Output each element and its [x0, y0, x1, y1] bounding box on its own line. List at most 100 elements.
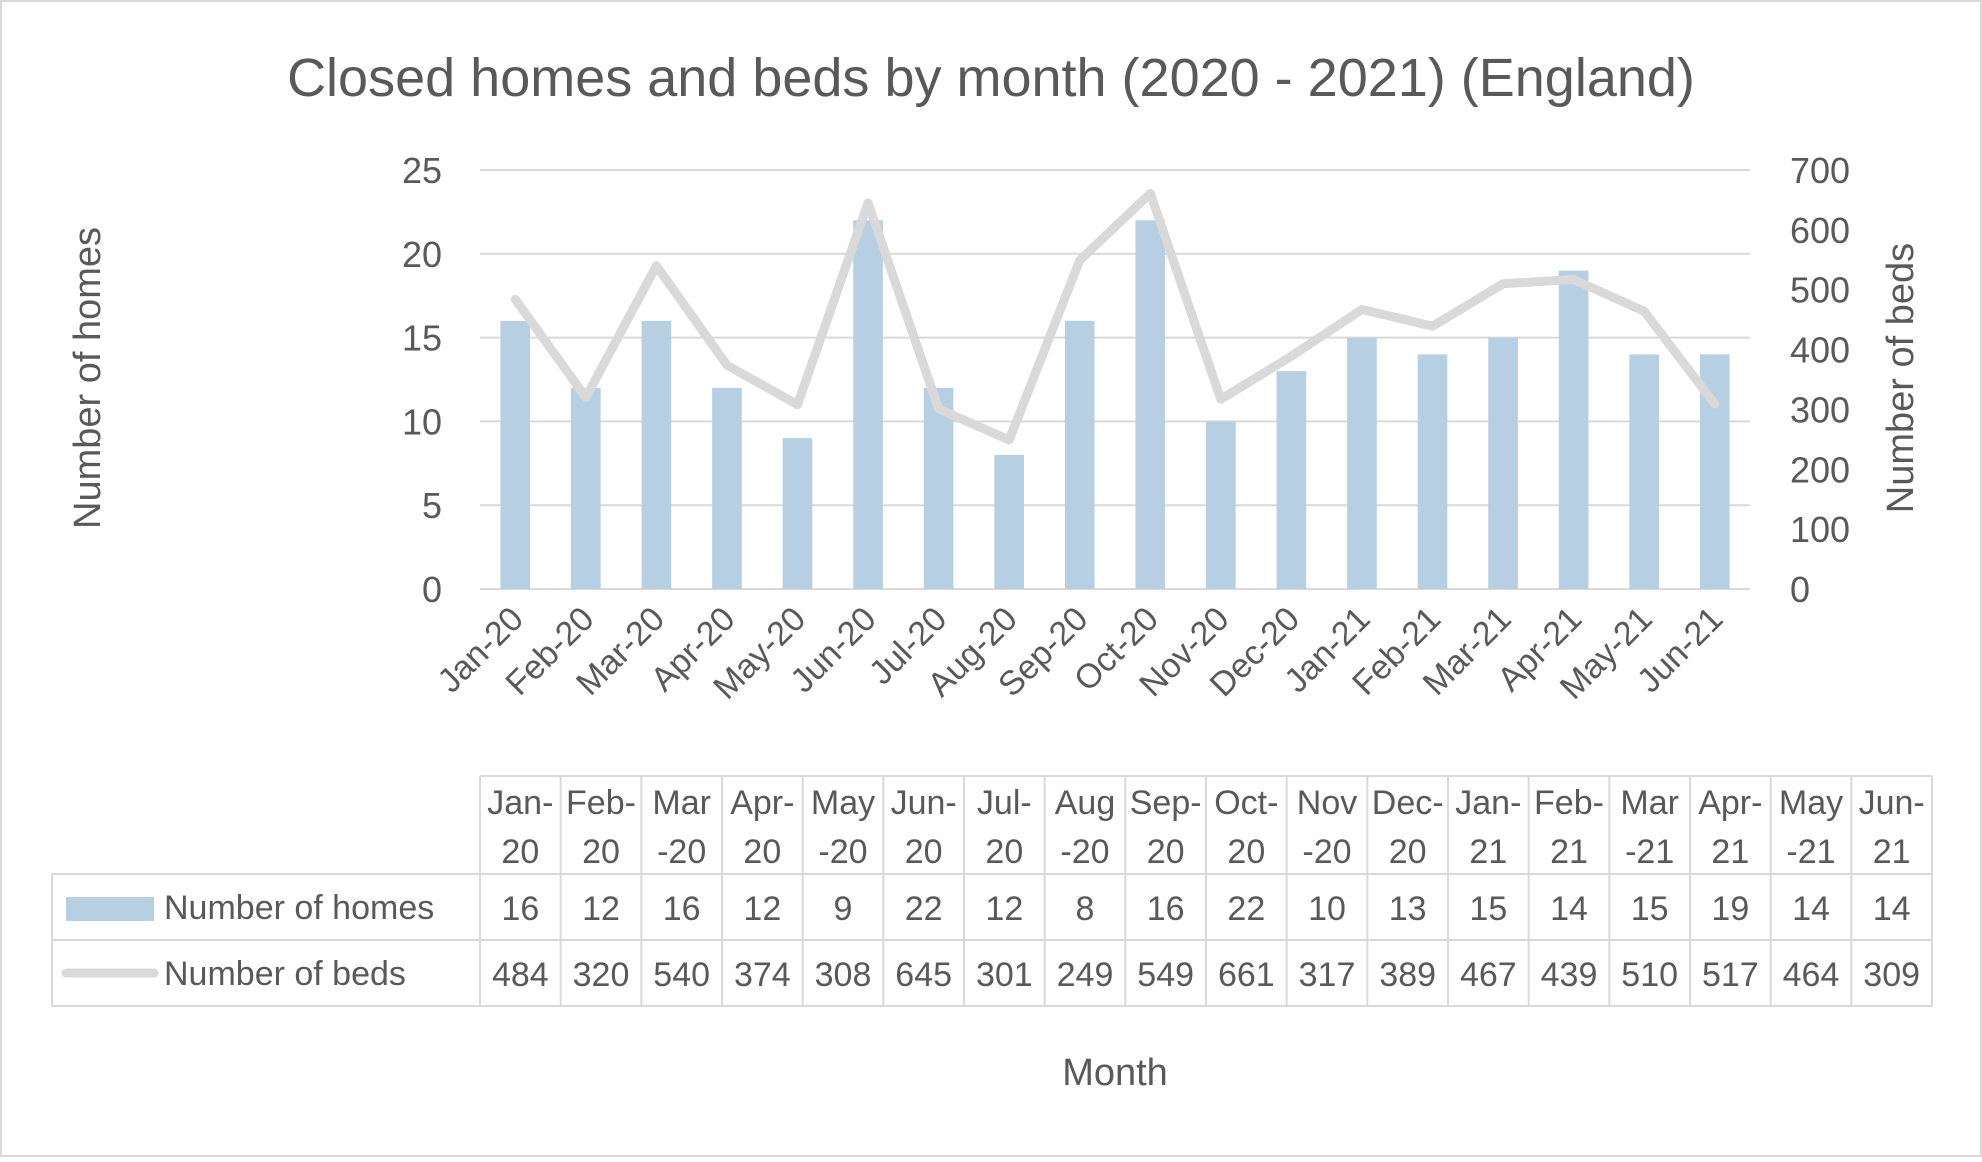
table-header: Jun-: [891, 784, 957, 822]
table-cell-beds: 320: [573, 956, 630, 994]
table-cell-homes: 13: [1389, 890, 1427, 928]
table-cell-homes: 14: [1550, 890, 1588, 928]
bar: [1488, 337, 1518, 589]
bar: [1206, 421, 1236, 589]
table-cell-homes: 12: [985, 890, 1023, 928]
y2-axis-label: Number of beds: [1880, 243, 1922, 513]
bar: [1135, 220, 1166, 589]
x-axis-label: Month: [1062, 1052, 1168, 1094]
table-cell-beds: 301: [976, 956, 1033, 994]
table-header: 21: [1711, 833, 1749, 871]
table-cell-beds: 374: [734, 956, 791, 994]
y2-tick-label: 200: [1790, 449, 1850, 490]
y2-tick-label: 300: [1790, 389, 1850, 430]
table-header: 20: [743, 833, 781, 871]
bar: [782, 438, 813, 589]
table-header: 21: [1550, 833, 1588, 871]
table-header: Jun-: [1859, 784, 1925, 822]
line-point: [1149, 192, 1152, 195]
table-cell-beds: 389: [1379, 956, 1436, 994]
legend-label-homes: Number of homes: [164, 889, 434, 927]
table-header: Feb-: [566, 784, 636, 822]
table-cell-beds: 464: [1783, 956, 1840, 994]
table-header: 20: [1147, 833, 1185, 871]
bar: [994, 454, 1024, 589]
line-point: [1502, 282, 1505, 285]
table-header: 20: [1227, 833, 1265, 871]
table-cell-beds: 484: [492, 956, 549, 994]
table-cell-homes: 22: [905, 890, 943, 928]
table-cell-beds: 517: [1702, 956, 1759, 994]
table-cell-beds: 317: [1299, 956, 1356, 994]
table-cell-beds: 645: [895, 956, 952, 994]
table-header: Oct-: [1214, 784, 1278, 822]
line-point: [1078, 259, 1081, 262]
table-header: May: [1779, 784, 1843, 822]
chart-title: Closed homes and beds by month (2020 - 2…: [287, 48, 1695, 108]
table-header: Sep-: [1130, 784, 1202, 822]
table-cell-homes: 16: [1147, 890, 1185, 928]
bar: [500, 320, 531, 589]
table-header: 20: [582, 833, 620, 871]
table-cell-homes: 16: [501, 890, 539, 928]
bar: [1347, 337, 1377, 589]
table-cell-homes: 12: [743, 890, 781, 928]
line-point: [655, 264, 658, 267]
table-cell-beds: 549: [1137, 956, 1194, 994]
y-tick-label: 5: [422, 485, 442, 526]
data-table: Jan- 20 Feb- 20 Mar -20 Apr- 20 May -20 Jun- 20 Jul-…: [51, 775, 1933, 1007]
line-point: [1290, 355, 1293, 358]
table-cell-homes: 16: [663, 890, 701, 928]
table-cell-beds: 249: [1057, 956, 1114, 994]
legend-label-beds: Number of beds: [164, 955, 406, 993]
y2-tick-label: 500: [1790, 270, 1850, 311]
table-header: -20: [1302, 833, 1351, 871]
bar: [571, 387, 601, 589]
table-cell-beds: 467: [1460, 956, 1517, 994]
table-cell-beds: 309: [1863, 956, 1920, 994]
gridlines: [480, 169, 1750, 590]
line-point: [514, 298, 517, 301]
y2-tick-label: 600: [1790, 210, 1850, 251]
table-cell-homes: 15: [1631, 890, 1669, 928]
bar: [1064, 320, 1095, 589]
bar: [1417, 354, 1448, 589]
table-cell-homes: 14: [1792, 890, 1830, 928]
table-cell-beds: 540: [653, 956, 710, 994]
table-header: Mar: [652, 784, 711, 822]
line-series: [510, 188, 1720, 445]
table-cell-beds: 308: [815, 956, 872, 994]
table-cell-homes: 8: [1076, 890, 1095, 928]
table-header: Jul-: [977, 784, 1032, 822]
table-cell-homes: 9: [834, 890, 853, 928]
table-cell-beds: 661: [1218, 956, 1275, 994]
line-point: [1008, 438, 1011, 441]
table-header: -21: [1786, 833, 1835, 871]
line-point: [725, 364, 728, 367]
line-point: [1572, 278, 1575, 281]
table-header: Aug: [1055, 784, 1116, 822]
legend-key-homes: [66, 897, 154, 921]
table-header: Feb-: [1534, 784, 1604, 822]
y-axis-label: Number of homes: [67, 227, 109, 529]
table-header: -20: [818, 833, 867, 871]
table-header: -20: [1060, 833, 1109, 871]
table-header: 20: [905, 833, 943, 871]
y-tick-label: 15: [402, 318, 442, 359]
table-cell-homes: 19: [1711, 890, 1749, 928]
table-cell-homes: 12: [582, 890, 620, 928]
left-axis: 0 5 10 15 20 25: [402, 150, 442, 610]
bar: [641, 320, 672, 589]
y-tick-label: 25: [402, 150, 442, 191]
table-cell-beds: 439: [1541, 956, 1598, 994]
line-point: [1360, 308, 1363, 311]
table-header: Mar: [1620, 784, 1679, 822]
table-header: 21: [1873, 833, 1911, 871]
table-header: Nov: [1297, 784, 1357, 822]
y-tick-label: 20: [402, 234, 442, 275]
table-cell-beds: 510: [1621, 956, 1678, 994]
table-header: Jan-: [1455, 784, 1521, 822]
line-point: [867, 201, 870, 204]
y-tick-label: 0: [422, 569, 442, 610]
